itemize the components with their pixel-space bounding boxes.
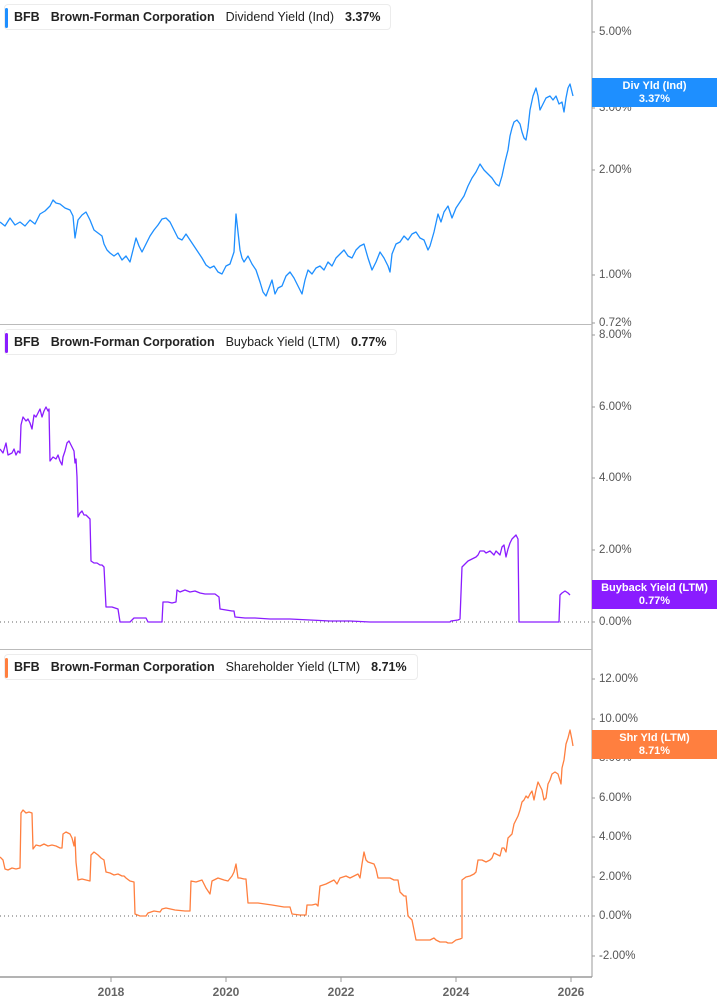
tag-label: Div Yld (Ind)	[622, 80, 687, 92]
y-tick-label: 6.00%	[599, 401, 632, 413]
y-tick-label: 2.00%	[599, 871, 632, 883]
legend-ticker: BFB	[14, 335, 40, 349]
tag-value: 3.37%	[638, 93, 671, 105]
y-tick-label: 10.00%	[599, 713, 639, 725]
dividend-yield-panel: BFB Brown-Forman Corporation Dividend Yi…	[0, 0, 717, 329]
legend-ticker: BFB	[14, 660, 40, 674]
legend-color-marker	[5, 333, 8, 353]
dividend-yield-line	[0, 83, 574, 297]
y-tick-label: 0.00%	[599, 910, 632, 922]
legend-value: 8.71%	[371, 660, 407, 674]
tag-label: Shr Yld (LTM)	[619, 732, 690, 744]
y-tick-label: 2.00%	[599, 544, 632, 556]
legend-metric: Dividend Yield (Ind)	[225, 10, 334, 24]
legend-color-marker	[5, 658, 8, 678]
y-tick-label: 4.00%	[599, 831, 632, 843]
buyback-yield-panel: BFB Brown-Forman Corporation Buyback Yie…	[0, 325, 717, 650]
y-tick-label: 4.00%	[599, 472, 632, 484]
legend-company: Brown-Forman Corporation	[50, 660, 215, 674]
legend-color-marker	[5, 8, 8, 28]
y-tick-label: -2.00%	[599, 950, 636, 962]
tag-value: 0.77%	[638, 595, 671, 607]
y-tick-label: 6.00%	[599, 792, 632, 804]
y-tick-label: 0.72%	[599, 317, 632, 329]
tag-value: 8.71%	[638, 745, 671, 757]
shareholder-yield-chart	[0, 650, 595, 982]
y-tick-label: 0.00%	[599, 616, 632, 628]
x-tick-label: 2020	[212, 985, 240, 999]
buyback-yield-legend: BFB Brown-Forman Corporation Buyback Yie…	[4, 329, 398, 355]
y-tick-label: 12.00%	[599, 673, 639, 685]
buyback-yield-value-tag: Buyback Yield (LTM) 0.77%	[592, 580, 717, 609]
y-tick-label: 1.00%	[599, 269, 632, 281]
shareholder-yield-legend: BFB Brown-Forman Corporation Shareholder…	[4, 654, 418, 680]
tag-label: Buyback Yield (LTM)	[601, 582, 708, 594]
dividend-yield-chart	[0, 0, 595, 325]
buyback-yield-line	[0, 406, 571, 623]
x-tick-label: 2018	[97, 985, 125, 999]
shareholder-yield-line	[0, 729, 574, 944]
legend-metric: Shareholder Yield (LTM)	[225, 660, 361, 674]
shareholder-yield-panel: BFB Brown-Forman Corporation Shareholder…	[0, 650, 717, 1005]
shareholder-yield-value-tag: Shr Yld (LTM) 8.71%	[592, 730, 717, 759]
y-tick-label: 5.00%	[599, 26, 632, 38]
legend-metric: Buyback Yield (LTM)	[225, 335, 340, 349]
legend-value: 3.37%	[345, 10, 381, 24]
dividend-yield-legend: BFB Brown-Forman Corporation Dividend Yi…	[4, 4, 392, 30]
legend-ticker: BFB	[14, 10, 40, 24]
x-tick-label: 2022	[327, 985, 355, 999]
x-tick-label: 2024	[442, 985, 470, 999]
y-tick-label: 2.00%	[599, 164, 632, 176]
dividend-yield-value-tag: Div Yld (Ind) 3.37%	[592, 78, 717, 107]
y-tick-label: 8.00%	[599, 329, 632, 341]
legend-company: Brown-Forman Corporation	[50, 335, 215, 349]
x-tick-label: 2026	[557, 985, 585, 999]
legend-company: Brown-Forman Corporation	[50, 10, 215, 24]
legend-value: 0.77%	[351, 335, 387, 349]
